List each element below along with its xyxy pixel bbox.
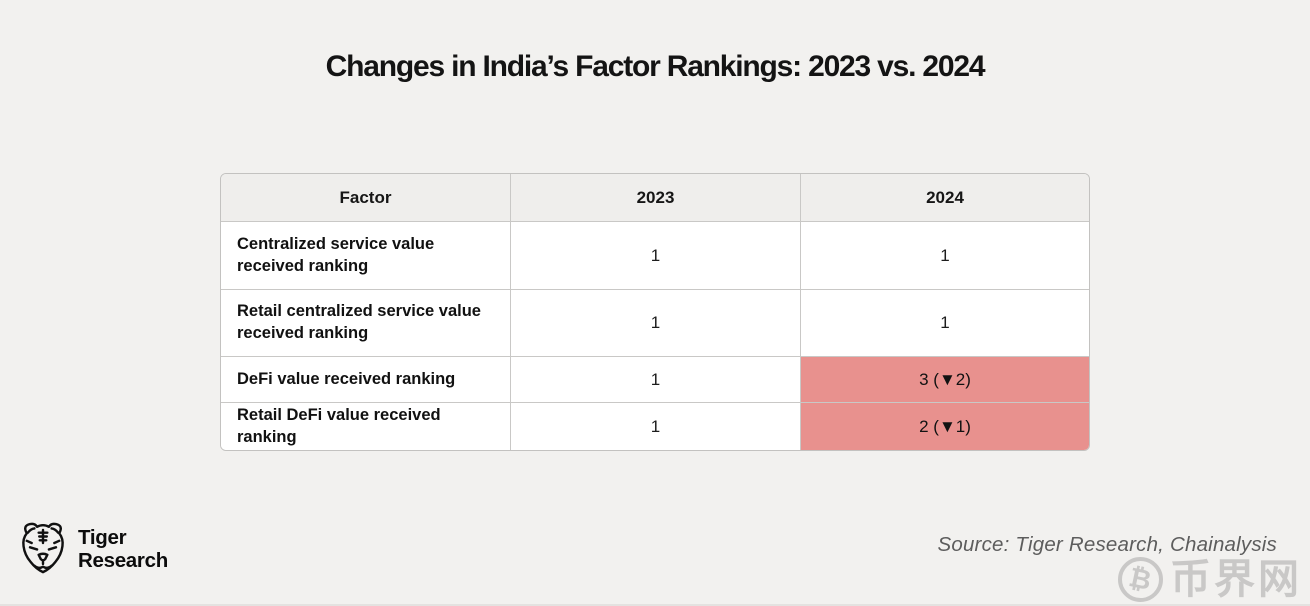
table-row-factor: Centralized service value received ranki…	[221, 222, 511, 290]
source-attribution: Source: Tiger Research, Chainalysis	[937, 533, 1277, 556]
column-header-2023: 2023	[511, 174, 801, 222]
brand-name-line1: Tiger	[78, 526, 127, 550]
bijiewang-watermark: ₿ 币界网	[1118, 557, 1302, 602]
table-cell-2023: 1	[511, 403, 801, 450]
bitcoin-coin-icon: ₿	[1118, 557, 1163, 602]
table-cell-2024-highlighted: 2 (▼1)	[801, 403, 1089, 450]
page-title: Changes in India’s Factor Rankings: 2023…	[325, 50, 986, 83]
watermark-text: 币界网	[1170, 556, 1302, 602]
table-cell-2023: 1	[511, 290, 801, 357]
table-row-factor: DeFi value received ranking	[221, 357, 511, 403]
table-row-factor: Retail centralized service value receive…	[221, 290, 511, 357]
tiger-face-icon	[22, 522, 64, 574]
table-cell-2024: 1	[801, 290, 1089, 357]
brand-name-line2: Research	[78, 549, 168, 572]
table-cell-2023: 1	[511, 222, 801, 290]
bitcoin-symbol: ₿	[1126, 562, 1155, 596]
table-cell-2023: 1	[511, 357, 801, 403]
tiger-research-logo: Tiger Research	[16, 519, 168, 581]
bottom-divider	[0, 604, 1310, 606]
column-header-2024: 2024	[801, 174, 1089, 222]
factor-rankings-table: Factor 2023 2024 Centralized service val…	[220, 173, 1090, 451]
table-cell-2024: 1	[801, 222, 1089, 290]
brand-name: Tiger Research	[78, 526, 168, 573]
column-header-factor: Factor	[221, 174, 511, 222]
table-row-factor: Retail DeFi value received ranking	[221, 403, 511, 450]
table-cell-2024-highlighted: 3 (▼2)	[801, 357, 1089, 403]
